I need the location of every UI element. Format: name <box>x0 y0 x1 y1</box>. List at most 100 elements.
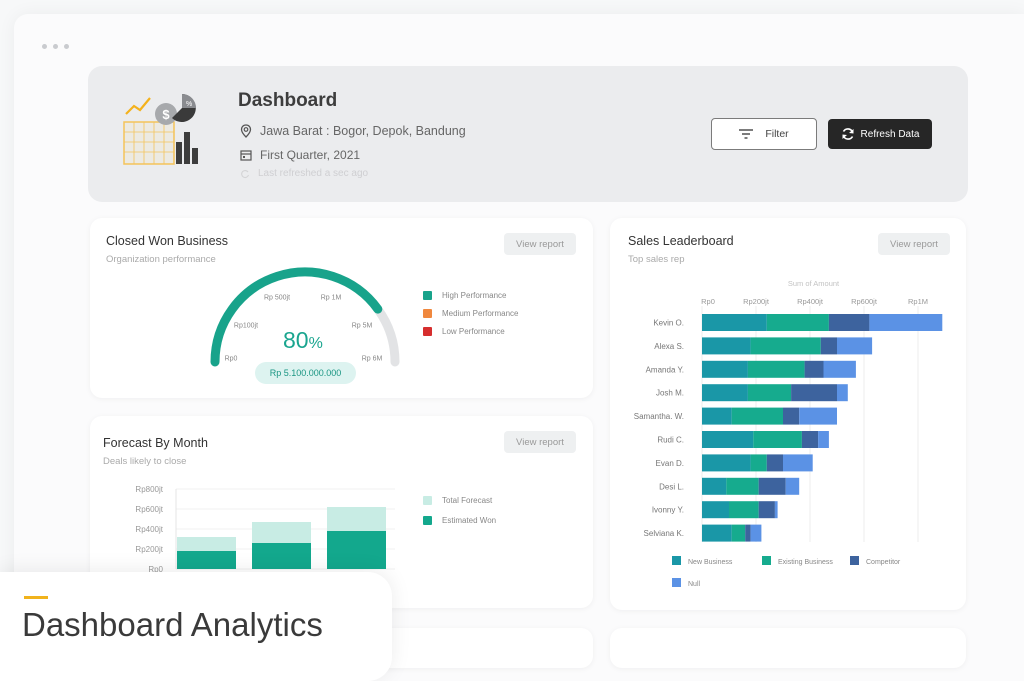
legend-swatch <box>850 556 859 565</box>
refresh-data-button[interactable]: Refresh Data <box>828 119 932 149</box>
bar-segment <box>804 360 824 378</box>
filter-button[interactable]: Filter <box>711 118 817 150</box>
bar-segment <box>823 360 856 378</box>
x-tick-label: Rp600jt <box>851 297 878 306</box>
bar-estimated-won <box>177 551 236 569</box>
gauge-tick-label: Rp 500jt <box>263 294 291 302</box>
y-tick-label: Rp800jt <box>135 485 163 494</box>
category-label: Kevin O. <box>653 319 684 328</box>
gauge-tick-label: Rp0 <box>224 355 238 363</box>
legend-swatch <box>672 556 681 565</box>
bar-segment <box>702 524 732 542</box>
x-axis-title: Sum of Amount <box>788 279 840 288</box>
legend-swatch <box>423 515 432 525</box>
accent-line <box>24 596 48 599</box>
gauge-tick-label: Rp 5M <box>351 322 373 330</box>
bar-segment <box>753 431 802 448</box>
dashboard-analytics-banner: Dashboard Analytics <box>0 572 392 681</box>
bar-estimated-won <box>252 543 311 569</box>
percent-value: 80 <box>283 327 309 353</box>
category-label: Samantha. W. <box>634 412 684 421</box>
bar-segment <box>750 337 821 355</box>
view-report-button[interactable]: View report <box>878 233 950 255</box>
gauge-tick-label: Rp 1M <box>320 294 342 302</box>
bar-segment <box>702 431 754 448</box>
legend-item: Total Forecast <box>423 490 496 510</box>
forecast-legend: Total Forecast Estimated Won <box>423 490 496 530</box>
bar-segment <box>766 454 783 472</box>
y-tick-label: Rp200jt <box>135 545 163 554</box>
view-report-button[interactable]: View report <box>504 431 576 453</box>
bar-segment <box>758 501 775 519</box>
filter-label: Filter <box>765 128 789 140</box>
legend-swatch <box>762 556 771 565</box>
bar-segment <box>785 477 800 495</box>
x-tick-label: Rp0 <box>701 297 715 306</box>
y-tick-label: Rp600jt <box>135 505 163 514</box>
bar-segment <box>774 501 778 519</box>
bar-segment <box>702 407 732 425</box>
legend-label: Estimated Won <box>442 515 497 525</box>
bar-segment <box>783 407 800 425</box>
legend-label: Medium Performance <box>442 308 519 318</box>
location-row: Jawa Barat : Bogor, Depok, Bandung <box>240 124 466 138</box>
bar-segment <box>702 477 727 495</box>
period-row: First Quarter, 2021 <box>240 148 360 162</box>
percent-sign: % <box>308 335 323 352</box>
window-dot[interactable] <box>42 44 47 49</box>
bar-segment <box>750 524 762 542</box>
window-dot[interactable] <box>53 44 58 49</box>
bar-segment <box>791 384 837 402</box>
card-title: Sales Leaderboard <box>628 234 734 248</box>
bar-segment <box>818 431 829 448</box>
window-dot[interactable] <box>64 44 69 49</box>
legend-swatch <box>423 308 432 318</box>
card-title: Closed Won Business <box>106 234 229 248</box>
view-report-button[interactable]: View report <box>504 233 576 255</box>
page-title: Dashboard <box>238 90 338 111</box>
bar-segment <box>731 407 783 425</box>
gauge-tick-label: Rp100jt <box>233 322 259 330</box>
y-tick-label: Rp0 <box>148 565 163 574</box>
bar-segment <box>702 454 751 472</box>
refresh-label: Refresh Data <box>860 128 920 140</box>
category-label: Ivonny Y. <box>652 506 684 515</box>
bar-segment <box>766 314 829 331</box>
gauge-fill <box>210 267 383 367</box>
category-label: Selviana K. <box>644 529 684 538</box>
refresh-small-icon <box>241 169 250 178</box>
sales-leaderboard-chart: Sum of Amount Rp0 Rp200jt Rp400jt Rp600jt Rp1… <box>634 279 943 588</box>
bar-segment <box>747 360 805 378</box>
legend-item: High Performance <box>423 286 518 304</box>
legend-swatch <box>672 578 681 587</box>
bar-segment <box>869 314 943 331</box>
legend-swatch <box>423 495 432 505</box>
legend-label: Low Performance <box>442 326 505 336</box>
category-label: Josh M. <box>656 389 684 398</box>
category-label: Rudi C. <box>657 436 684 445</box>
bar-segment <box>731 524 746 542</box>
bar-segment <box>747 384 792 402</box>
legend-label: Competitor <box>866 559 901 566</box>
legend-label: Existing Business <box>778 559 833 566</box>
bar-segment <box>702 337 751 355</box>
bar-segment <box>799 407 837 425</box>
card-subtitle: Top sales rep <box>628 254 685 265</box>
bar-segment <box>702 314 767 331</box>
banner-title: Dashboard Analytics <box>22 606 323 643</box>
forecast-chart: Rp0 Rp200jt Rp400jt Rp600jt Rp800jt <box>135 485 395 574</box>
bar-segment <box>745 524 751 542</box>
bar-segment <box>702 501 729 519</box>
calendar-icon <box>240 150 252 161</box>
legend-label: New Business <box>688 559 733 566</box>
period-text: First Quarter, 2021 <box>260 148 361 162</box>
card-subtitle: Organization performance <box>106 254 216 265</box>
category-label: Amanda Y. <box>646 365 684 374</box>
y-tick-label: Rp400jt <box>135 525 163 534</box>
x-tick-label: Rp400jt <box>797 297 824 306</box>
card-subtitle: Deals likely to close <box>103 456 187 467</box>
filter-icon <box>739 129 754 139</box>
bar-segment <box>750 454 767 472</box>
legend-item: Low Performance <box>423 322 518 340</box>
bar-segment <box>837 337 873 355</box>
